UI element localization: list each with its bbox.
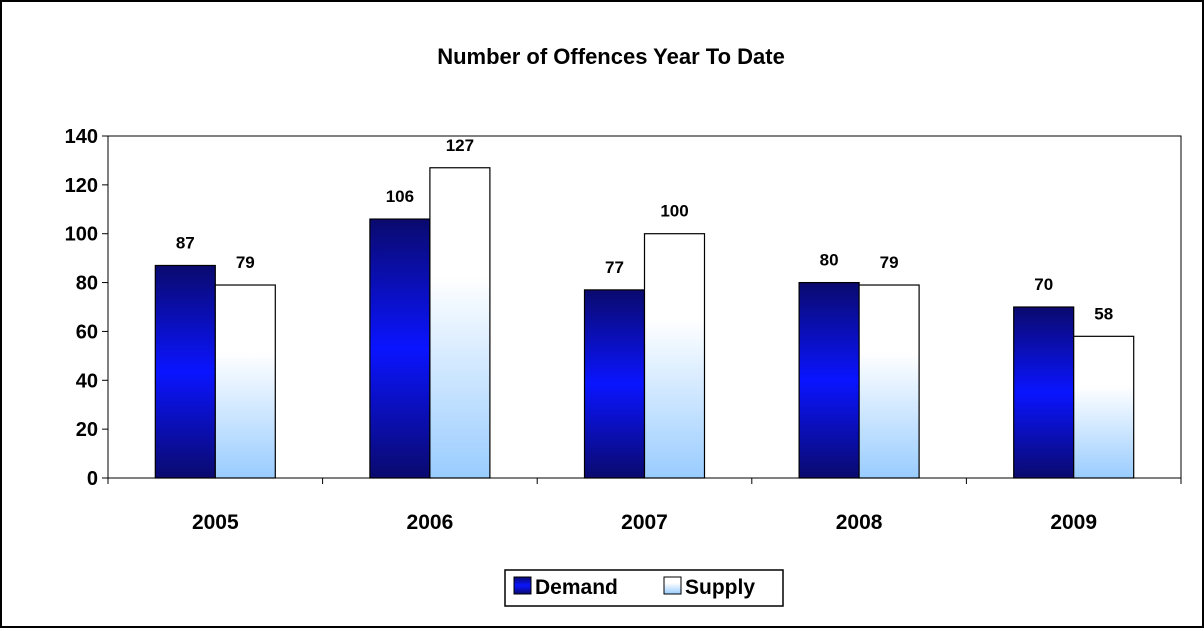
legend-box: [504, 569, 784, 607]
data-label-supply: 79: [880, 253, 899, 272]
y-tick-label: 120: [65, 175, 98, 197]
data-label-supply: 79: [236, 253, 255, 272]
bar-supply: [214, 284, 276, 479]
bar-supply: [1073, 335, 1135, 479]
y-tick-label: 140: [65, 126, 98, 148]
bar-supply: [858, 284, 920, 479]
bar-supply: [429, 167, 491, 479]
y-tick-label: 100: [65, 224, 98, 246]
legend-swatch-demand: [513, 576, 532, 595]
bar-demand: [798, 281, 860, 479]
data-label-supply: 127: [446, 136, 474, 155]
x-category-label: 2006: [407, 511, 454, 534]
legend-label-demand: Demand: [535, 576, 618, 599]
y-axis: 0 20 40 60 80 100 120 140: [65, 126, 108, 490]
bar-demand: [369, 218, 431, 479]
y-tick-label: 0: [87, 468, 98, 490]
bar-demand: [583, 289, 646, 479]
bar-demand: [1013, 306, 1075, 479]
x-category-label: 2009: [1050, 511, 1097, 534]
data-label-demand: 70: [1034, 275, 1053, 294]
data-label-supply: 58: [1094, 304, 1113, 323]
bar-supply: [643, 233, 706, 479]
legend-swatch-supply: [663, 576, 682, 595]
legend-label-supply: Supply: [685, 576, 755, 599]
data-label-demand: 77: [605, 258, 624, 277]
chart-title: Number of Offences Year To Date: [437, 44, 785, 69]
y-tick-label: 40: [76, 370, 98, 392]
bar-demand: [154, 264, 216, 479]
x-axis: 2005 2006 2007 2008 2009: [107, 478, 1182, 534]
x-category-label: 2005: [192, 511, 239, 534]
data-label-demand: 106: [386, 187, 414, 206]
bars: 87 79 106 127 77 100 80 79 70 58: [154, 136, 1135, 479]
data-label-supply: 100: [660, 202, 688, 221]
legend: Demand Supply: [504, 569, 784, 607]
y-tick-label: 60: [76, 321, 98, 343]
y-tick-label: 80: [76, 273, 98, 295]
y-tick-label: 20: [76, 419, 98, 441]
data-label-demand: 87: [176, 233, 195, 252]
x-category-label: 2007: [621, 511, 668, 534]
data-label-demand: 80: [820, 251, 839, 270]
x-category-label: 2008: [836, 511, 883, 534]
